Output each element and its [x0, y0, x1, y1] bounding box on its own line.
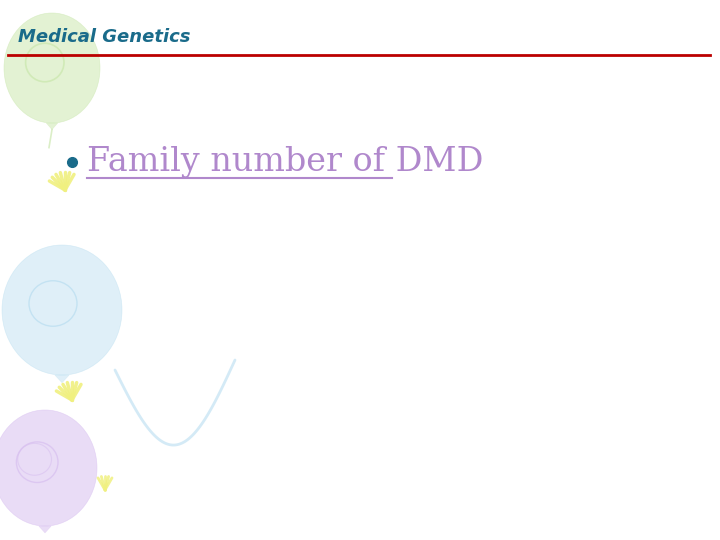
- Polygon shape: [55, 375, 69, 383]
- Polygon shape: [39, 526, 51, 533]
- Ellipse shape: [4, 13, 100, 123]
- Text: Medical Genetics: Medical Genetics: [18, 28, 191, 46]
- Text: Family number of DMD: Family number of DMD: [87, 146, 483, 178]
- Ellipse shape: [0, 410, 97, 526]
- Polygon shape: [46, 123, 58, 130]
- Ellipse shape: [2, 245, 122, 375]
